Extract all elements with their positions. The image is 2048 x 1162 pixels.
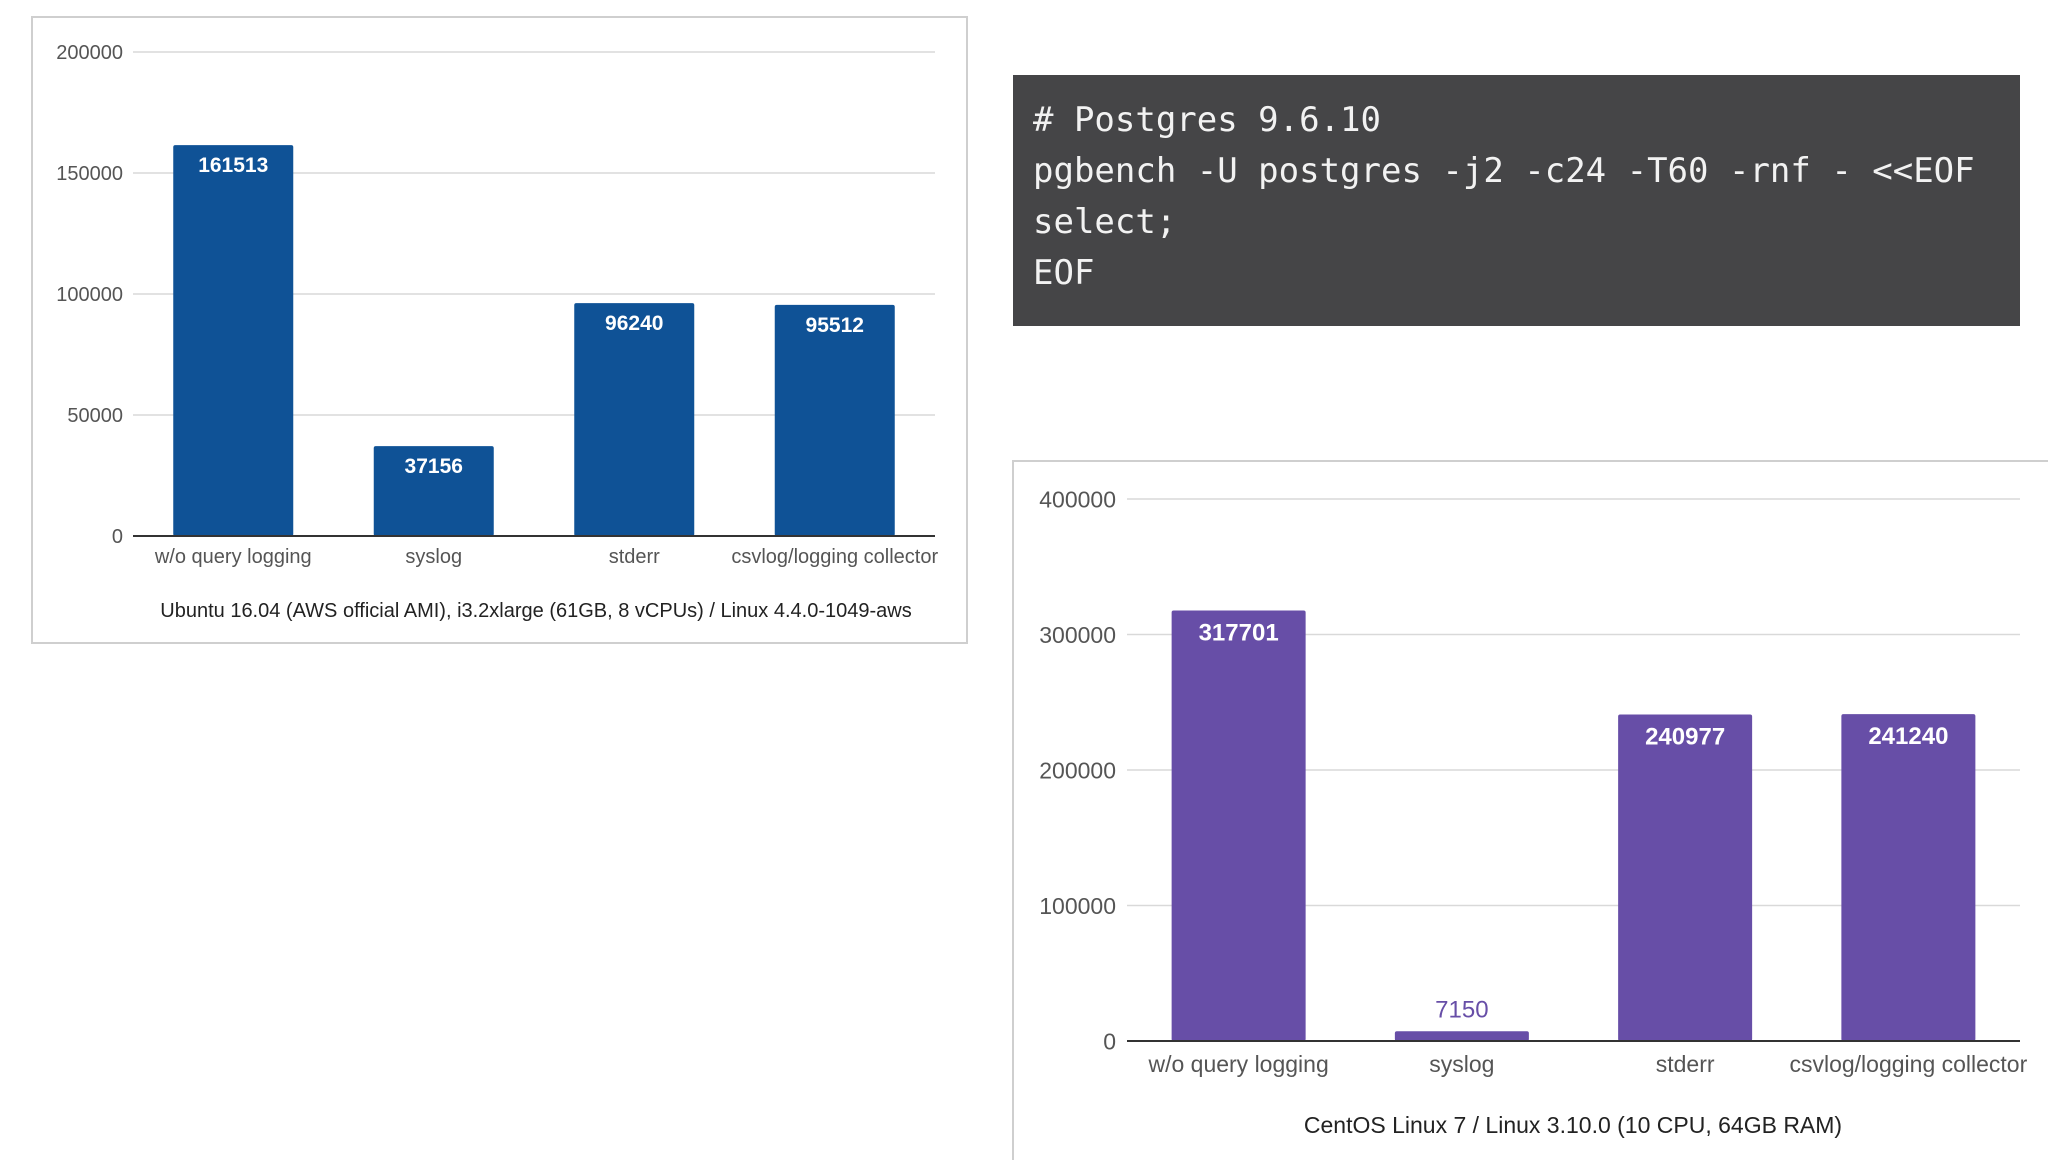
chart-centos-svg: 0 100000 200000 300000 400000 317701 w/o query… [1039, 486, 2027, 1138]
chart-centos: 0 100000 200000 300000 400000 317701 w/o query… [1012, 460, 2048, 1160]
y-tick-label: 0 [1103, 1028, 1116, 1054]
bar [1841, 714, 1976, 1041]
data-label: 240977 [1645, 723, 1725, 750]
bar [1171, 610, 1306, 1041]
code-line: select; [1033, 202, 1177, 242]
bar [173, 145, 294, 536]
code-line: # Postgres 9.6.10 [1033, 100, 1381, 140]
x-category-label: stderr [609, 546, 660, 568]
x-category-label: syslog [1429, 1051, 1494, 1077]
data-label: 96240 [605, 312, 663, 335]
x-category-label: csvlog/logging collector [1789, 1051, 2027, 1077]
y-tick-label: 200000 [1039, 757, 1116, 783]
bar [1394, 1031, 1529, 1041]
y-tick-label: 400000 [1039, 486, 1116, 512]
x-axis-label: Ubuntu 16.04 (AWS official AMI), i3.2xla… [160, 600, 911, 622]
bar [373, 446, 494, 536]
y-tick-label: 50000 [67, 405, 123, 427]
data-label: 317701 [1199, 620, 1279, 647]
x-category-label: csvlog/logging collector [731, 546, 938, 568]
x-category-label: syslog [405, 546, 462, 568]
chart-ubuntu: 0 50000 100000 150000 200000 161513 w/o query … [31, 16, 968, 644]
code-line: EOF [1033, 253, 1095, 293]
data-label: 7150 [1435, 996, 1488, 1023]
y-tick-label: 300000 [1039, 622, 1116, 648]
data-label: 241240 [1868, 723, 1948, 750]
data-label: 37156 [405, 455, 463, 478]
code-line: pgbench -U postgres -j2 -c24 -T60 -rnf -… [1033, 151, 1975, 191]
bar [774, 304, 895, 536]
x-category-label: w/o query logging [1147, 1051, 1328, 1077]
code-block: # Postgres 9.6.10 pgbench -U postgres -j… [1013, 75, 2020, 326]
bar [1618, 714, 1753, 1041]
data-label: 95512 [806, 314, 864, 337]
x-category-label: w/o query logging [154, 546, 312, 568]
x-axis-label: CentOS Linux 7 / Linux 3.10.0 (10 CPU, 6… [1304, 1112, 1842, 1138]
y-tick-label: 0 [112, 526, 123, 548]
y-tick-label: 150000 [56, 163, 123, 185]
data-label: 161513 [198, 154, 268, 177]
chart-ubuntu-svg: 0 50000 100000 150000 200000 161513 w/o query … [56, 42, 938, 622]
bar [574, 303, 695, 536]
y-tick-label: 100000 [1039, 893, 1116, 919]
y-tick-label: 200000 [56, 42, 123, 64]
y-tick-label: 100000 [56, 284, 123, 306]
x-category-label: stderr [1656, 1051, 1715, 1077]
